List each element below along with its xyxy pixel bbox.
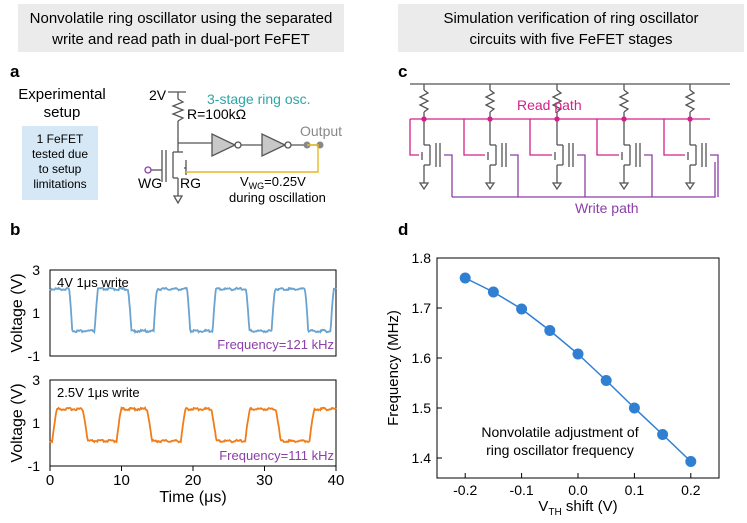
panel-label-a: a: [10, 62, 20, 81]
waveform-top-plot: [49, 269, 337, 357]
setup-note-box: [22, 126, 98, 200]
rg-label: RG: [180, 175, 201, 191]
bottom-frequency-label: Frequency=111 kHz: [219, 448, 334, 463]
fefet-stage: [418, 84, 485, 197]
during-oscillation-label: during oscillation: [229, 190, 326, 205]
y-tick-label: 1.6: [412, 350, 432, 366]
chart-ylabel: Frequency (MHz): [385, 310, 402, 426]
data-point: [459, 272, 471, 284]
b-xaxis-ticks: [49, 466, 337, 471]
exp-title-line-1: Experimental: [18, 86, 106, 103]
waveform-top-trace: [49, 286, 337, 335]
top-ytick-1: 1: [32, 305, 40, 321]
x-tick-label: -0.2: [453, 482, 477, 498]
left-header-line-2: write and read path in dual-port FeFET: [51, 31, 310, 48]
top-ytick-3: 3: [32, 262, 40, 278]
b-xtick-30: 30: [256, 472, 273, 489]
data-point: [487, 286, 499, 298]
ring-title: 3-stage ring osc.: [207, 91, 311, 107]
b-xlabel: Time (μs): [159, 489, 226, 506]
exp-title-line-2: setup: [44, 104, 81, 121]
b-xtick-0: 0: [46, 472, 54, 489]
top-write-label: 4V 1μs write: [57, 275, 129, 290]
b-xtick-40: 40: [328, 472, 345, 489]
data-point: [600, 375, 612, 386]
data-point: [628, 402, 640, 414]
output-label: Output: [300, 123, 342, 139]
setup-note-line-2: tested due: [32, 147, 88, 161]
write-path-label: Write path: [575, 200, 639, 216]
wg-label: WG: [138, 175, 162, 191]
data-point: [544, 325, 556, 336]
vwg-label: VWG=0.25V: [240, 174, 306, 191]
top-ytick-minus1: -1: [28, 348, 41, 364]
y-tick-label: 1.7: [412, 300, 432, 316]
waveform-bottom-trace: [49, 405, 337, 444]
fefet-stage: [618, 84, 685, 197]
top-ylabel: Voltage (V): [9, 273, 26, 352]
b-xtick-10: 10: [113, 472, 130, 489]
panel-label-b: b: [10, 220, 20, 239]
bottom-ylabel: Voltage (V): [9, 383, 26, 462]
data-point: [657, 429, 669, 440]
setup-note-line-1: 1 FeFET: [37, 132, 84, 146]
chart-annotation-line-1: Nonvolatile adjustment of: [481, 424, 638, 440]
right-header-line-2: circuits with five FeFET stages: [469, 31, 672, 48]
bottom-ytick-3: 3: [32, 372, 40, 388]
y-tick-label: 1.5: [412, 400, 432, 416]
b-xtick-20: 20: [185, 472, 202, 489]
fefet-stage: [684, 84, 719, 197]
read-path-label: Read path: [517, 97, 582, 113]
y-tick-label: 1.4: [412, 450, 432, 466]
x-tick-label: 0.1: [625, 482, 645, 498]
x-tick-label: -0.1: [510, 482, 534, 498]
left-header-line-1: Nonvolatile ring oscillator using the se…: [30, 10, 333, 27]
data-point: [685, 456, 697, 467]
right-header-box: [398, 4, 744, 52]
five-stage-schematic: [409, 83, 730, 198]
panel-label-d: d: [398, 220, 408, 239]
bottom-ytick-1: 1: [32, 415, 40, 431]
setup-note-line-3: to setup: [39, 162, 82, 176]
data-point: [572, 348, 584, 360]
resistor-label: R=100kΩ: [187, 106, 246, 122]
chart-annotation-line-2: ring oscillator frequency: [486, 442, 634, 458]
data-point: [516, 303, 528, 315]
chart-xlabel: VTH shift (V): [538, 498, 617, 518]
bottom-write-label: 2.5V 1μs write: [57, 385, 140, 400]
setup-note-line-4: limitations: [33, 177, 86, 191]
frequency-chart: -0.2 -0.1 0.0 0.1 0.2 1.4 1.5 1.6 1.7 1.8: [412, 250, 720, 498]
left-header-box: [18, 4, 344, 52]
y-tick-label: 1.8: [412, 250, 432, 266]
top-frequency-label: Frequency=121 kHz: [217, 337, 334, 352]
x-tick-label: 0.0: [568, 482, 588, 498]
panel-label-c: c: [398, 62, 407, 81]
right-header-line-1: Simulation verification of ring oscillat…: [443, 10, 698, 27]
ring-oscillator-schematic: [144, 91, 320, 205]
bottom-ytick-minus1: -1: [28, 458, 41, 474]
x-tick-label: 0.2: [681, 482, 701, 498]
feedback-wire: [186, 144, 319, 173]
vdd-label: 2V: [149, 87, 167, 103]
